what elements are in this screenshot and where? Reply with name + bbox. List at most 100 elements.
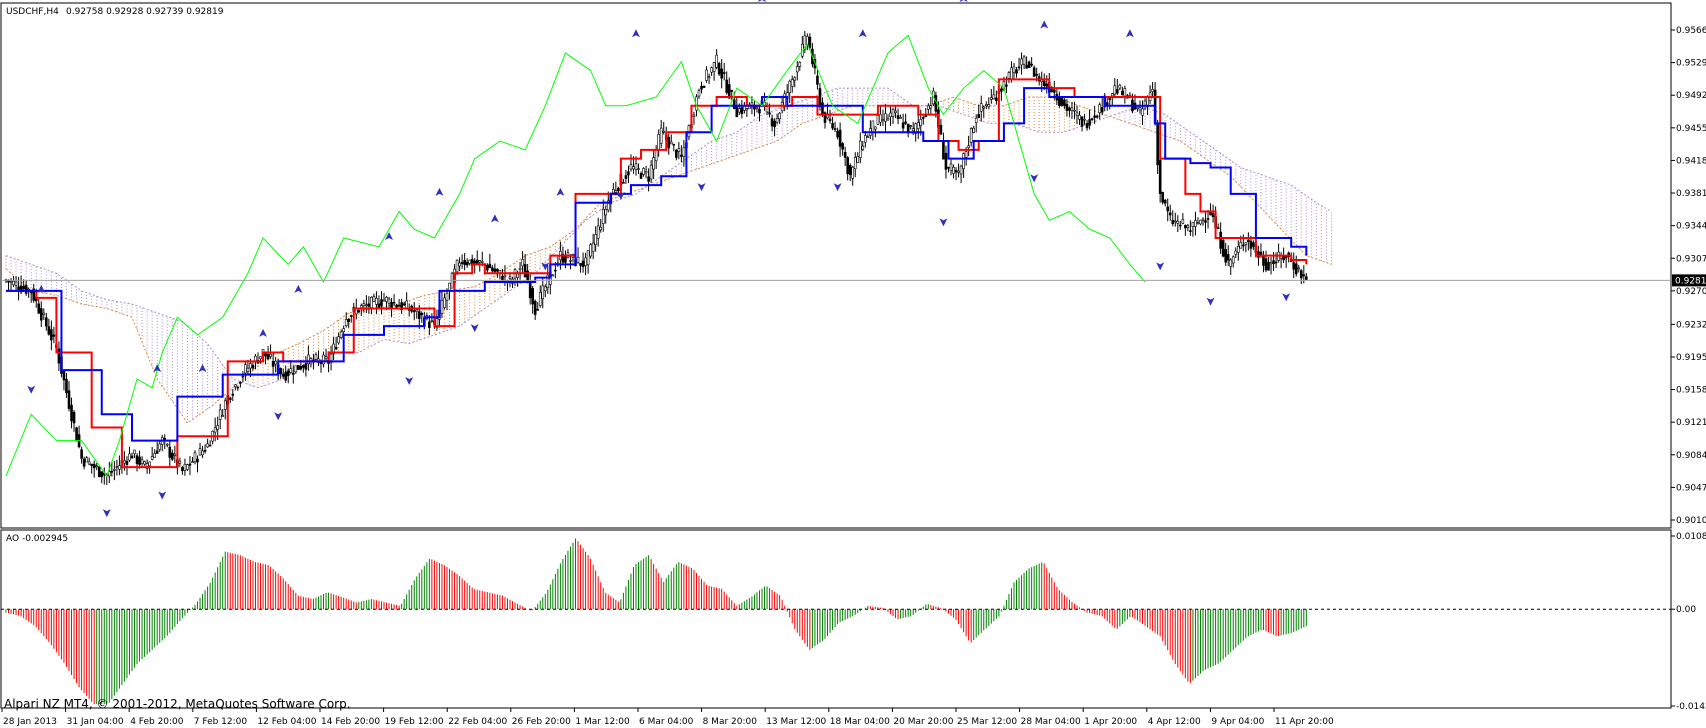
candle-body [1093, 115, 1096, 118]
candle-body [755, 107, 759, 110]
candle-body [1136, 107, 1139, 109]
fractal-down-icon [541, 262, 550, 271]
candle-body [692, 114, 696, 117]
candle-body [428, 321, 431, 328]
candle-body [858, 140, 862, 158]
candle-body [1035, 73, 1038, 76]
candle-body [1095, 115, 1099, 118]
candle-body [680, 154, 683, 157]
candle-body [158, 443, 162, 450]
candle-body [173, 453, 177, 456]
fractal-up-icon [198, 364, 207, 373]
time-tick-label: 14 Feb 20:00 [321, 717, 380, 727]
candle-body [400, 302, 403, 310]
candle-body [1138, 107, 1142, 111]
candle-body [669, 141, 673, 145]
candle-body [435, 318, 439, 329]
candle-body [1075, 112, 1079, 116]
candle-body [491, 267, 494, 272]
candle-body [115, 466, 119, 468]
candle-body [349, 315, 353, 317]
candle-body [591, 242, 595, 252]
candle-body [269, 353, 272, 357]
candle-body [188, 463, 192, 466]
candle-body [584, 257, 587, 266]
candle-body [765, 106, 769, 113]
time-tick-label: 25 Mar 12:00 [957, 717, 1017, 727]
candle-body [700, 85, 703, 90]
fractal-down-icon [833, 183, 842, 192]
candle-body [627, 171, 630, 176]
candle-body [493, 268, 497, 273]
fractal-down-icon [27, 385, 36, 394]
candle-body [80, 449, 83, 459]
candle-body [375, 297, 378, 305]
candle-body [657, 134, 660, 150]
candle-body [1163, 200, 1167, 204]
time-tick-label: 13 Mar 12:00 [766, 717, 826, 727]
time-tick-label: 18 Mar 04:00 [830, 717, 890, 727]
candle-body [468, 259, 471, 264]
candle-body [135, 455, 139, 464]
candle-body [274, 360, 277, 365]
candle-body [904, 121, 907, 124]
candle-body [788, 81, 792, 93]
candle-body [297, 365, 300, 370]
candle-body [140, 459, 144, 464]
fractal-up-icon [1040, 20, 1049, 29]
candle-body [967, 145, 970, 148]
candle-body [778, 112, 781, 120]
candle-body [460, 262, 464, 264]
candle-body [370, 297, 373, 308]
candle-body [828, 118, 832, 121]
candle-body [443, 297, 446, 308]
candle-body [1085, 123, 1089, 129]
candle-body [52, 334, 56, 337]
candle-body [165, 443, 169, 446]
candle-body [1118, 84, 1122, 89]
candle-body [357, 310, 361, 313]
candle-body [281, 373, 285, 377]
candle-body [1171, 219, 1175, 225]
candle-body [1042, 80, 1046, 86]
candle-body [848, 164, 852, 176]
candle-body [682, 147, 686, 157]
candle-body [1116, 89, 1119, 94]
candle-body [14, 281, 18, 286]
candle-body [347, 318, 351, 322]
candle-body [823, 112, 827, 123]
candle-body [322, 354, 325, 365]
candle-body [816, 75, 819, 85]
candle-body [1070, 107, 1074, 112]
candle-body [377, 303, 381, 308]
candle-body [1007, 72, 1011, 79]
candle-body [642, 168, 645, 175]
candle-body [725, 79, 729, 93]
candle-body [914, 123, 918, 134]
symbol-label: USDCHF,H4 [6, 7, 59, 17]
candle-body [1262, 256, 1265, 266]
ichimoku-lines [5, 34, 1308, 478]
candle-body [1272, 260, 1275, 264]
fractal-up-icon [1125, 29, 1134, 38]
candle-body [1181, 219, 1185, 224]
candle-body [445, 292, 449, 301]
fractal-up-icon [435, 187, 444, 196]
fractal-down-icon [102, 509, 111, 518]
candle-body [196, 458, 199, 463]
candle-body [108, 471, 111, 477]
candle-body [1219, 231, 1222, 249]
candle-body [1274, 261, 1278, 264]
candle-body [32, 288, 36, 301]
candle-body [846, 157, 849, 175]
fractal-down-icon [1030, 174, 1039, 183]
candle-body [1143, 100, 1147, 109]
candle-body [143, 461, 146, 465]
candle-body [649, 164, 653, 180]
candle-body [818, 88, 822, 108]
candle-body [770, 118, 774, 127]
candle-body [911, 128, 915, 132]
